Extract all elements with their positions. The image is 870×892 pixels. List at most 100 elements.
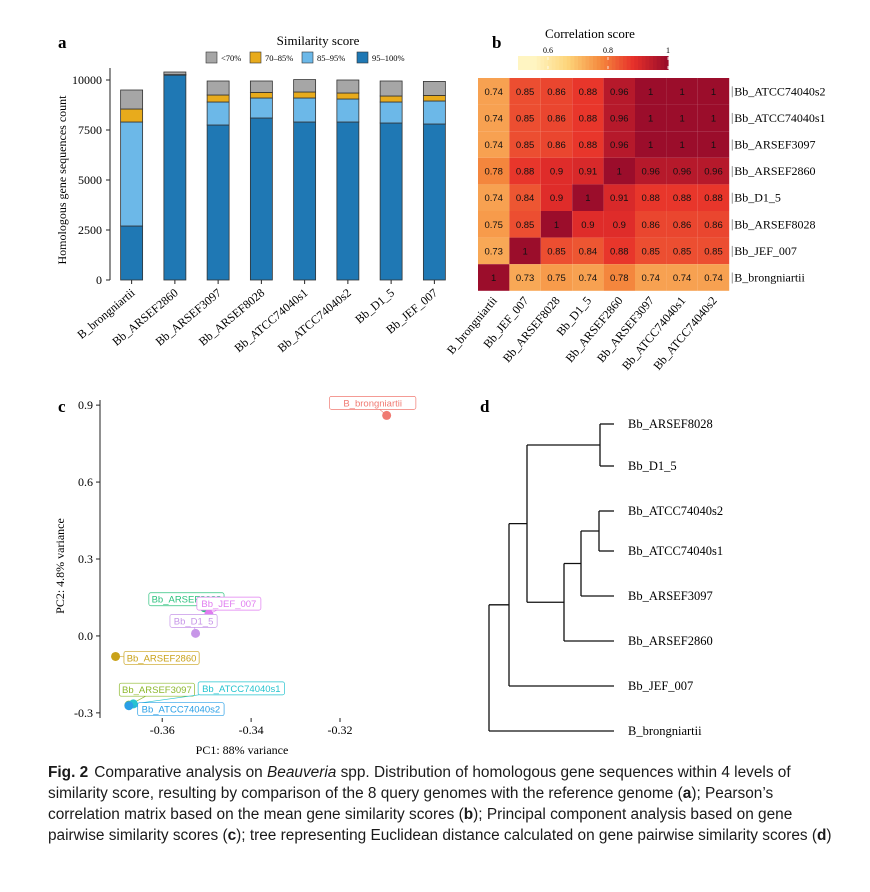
pca-y-tick-label: 0.0 <box>78 629 93 643</box>
heatmap-cell-value: 0.86 <box>547 140 566 151</box>
dendrogram-leaf-label: Bb_D1_5 <box>628 459 677 473</box>
heatmap-cell-value: 1 <box>679 140 684 151</box>
bar-legend-swatch <box>205 51 218 64</box>
heatmap-cell-value: 1 <box>491 273 496 284</box>
heatmap-cell <box>509 184 541 211</box>
caption-ref-d: d <box>817 827 827 844</box>
heatmap-cell-value: 0.96 <box>704 167 723 178</box>
bar-y-tick-label: 7500 <box>78 123 102 137</box>
heatmap-cell <box>666 264 698 291</box>
heatmap-cell <box>635 211 667 238</box>
heatmap-cell <box>540 211 573 238</box>
heatmap-cell <box>572 264 604 291</box>
heatmap-cell-value: 0.85 <box>516 220 535 231</box>
heatmap-cell-value: 0.96 <box>641 167 660 178</box>
figure-caption: Fig. 2 Comparative analysis on Beauveria … <box>48 762 848 846</box>
heatmap-cells: 0.74 0.85 0.86 0.88 0.96 1 1 1 0.74 0.85 0.86 0.88 0… <box>478 78 730 291</box>
colorbar-tick-label: 0.8 <box>603 46 613 55</box>
bar-legend-label: 95–100% <box>372 53 405 63</box>
heatmap-cell-value: 1 <box>711 87 716 98</box>
pca-point-label: Bb_ATCC74040s2 <box>142 705 221 716</box>
heatmap-cell <box>478 131 510 158</box>
heatmap-cell <box>603 237 635 265</box>
colorbar-segment <box>585 56 590 70</box>
bar-segment <box>206 124 230 281</box>
pca-axes: -0.3 0.0 0.3 0.6 0.9 -0.36 -0.34 -0.32 <box>74 398 353 737</box>
bar-segment <box>336 92 360 100</box>
pca-label-box <box>137 702 225 717</box>
bar-segment <box>422 123 446 281</box>
pca-point-label: B_brongniartii <box>343 398 402 409</box>
heatmap-cell <box>697 184 730 211</box>
bar-segment <box>336 79 360 94</box>
colorbar-segment <box>544 56 549 70</box>
heatmap-cell <box>603 78 635 105</box>
heatmap-cell <box>603 131 635 158</box>
heatmap-cell-value: 0.96 <box>610 87 629 98</box>
colorbar-segment <box>615 56 620 70</box>
heatmap-cell-value: 0.74 <box>704 273 723 284</box>
heatmap-cell-value: 0.74 <box>673 273 692 284</box>
heatmap-cell-value: 0.86 <box>704 220 723 231</box>
panel-label-d: d <box>480 397 490 416</box>
heatmap-cell-value: 0.86 <box>547 87 566 98</box>
heatmap-cell-value: 1 <box>648 140 653 151</box>
colorbar-segment <box>611 56 617 70</box>
heatmap-cell-value: 0.88 <box>704 193 723 204</box>
bar-legend-label: 70–85% <box>265 53 293 63</box>
heatmap-cell-value: 1 <box>522 246 527 257</box>
heatmap-row-label: Bb_ARSEF2860 <box>734 164 815 178</box>
caption-part-4: ); tree representing Euclidean distance … <box>236 827 818 844</box>
heatmap-cell <box>509 211 541 238</box>
pca-label-box <box>196 596 262 611</box>
heatmap-cell <box>540 104 573 132</box>
colorbar-segment <box>623 56 628 70</box>
pca-label-box <box>118 682 195 697</box>
panel-a-stacked-bar-chart: Similarity score <70% 70–85% 85–95% 95–100%… <box>55 33 446 355</box>
panel-d-dendrogram: Bb_ARSEF8028 Bb_D1_5 Bb_ATCC74040s2 Bb_ATCC… <box>488 417 723 738</box>
heatmap-cell-value: 1 <box>711 140 716 151</box>
colorbar-segment <box>634 56 639 70</box>
colorbar-segment <box>596 56 602 70</box>
heatmap-cell-value: 1 <box>617 167 622 178</box>
heatmap-cell-value: 0.85 <box>704 246 723 257</box>
heatmap-cell <box>478 157 510 185</box>
bar-segment <box>379 95 403 103</box>
heatmap-cell <box>540 264 573 291</box>
heatmap-cell <box>666 131 698 158</box>
bar-x-tick-label: Bb_ATCC74040s2 <box>275 286 354 355</box>
bar-segment <box>206 80 230 96</box>
bar-segment <box>120 225 144 281</box>
dendrogram-leaf-labels: Bb_ARSEF8028 Bb_D1_5 Bb_ATCC74040s2 Bb_ATCC… <box>628 417 723 738</box>
heatmap-cell-value: 0.74 <box>484 113 503 124</box>
pca-point-label: Bb_JEF_007 <box>201 599 256 610</box>
heatmap-cell <box>572 157 604 185</box>
colorbar-segment <box>578 56 583 70</box>
bar-segment <box>422 100 446 125</box>
heatmap-cell-value: 0.74 <box>484 193 503 204</box>
heatmap-cell <box>635 78 667 105</box>
heatmap-cell <box>540 157 573 185</box>
heatmap-cell <box>666 237 698 265</box>
caption-ref-b: b <box>463 806 474 823</box>
heatmap-cell-value: 0.74 <box>641 273 660 284</box>
heatmap-cell <box>540 184 573 211</box>
heatmap-cell-value: 0.86 <box>673 220 692 231</box>
dendrogram-leaf-label: B_brongniartii <box>628 724 702 738</box>
pca-point-label: Bb_ARSEF2860 <box>127 653 197 664</box>
heatmap-cell <box>540 131 573 158</box>
bar-segment <box>206 101 230 126</box>
heatmap-row-label: Bb_JEF_007 <box>734 244 797 258</box>
heatmap-cell-value: 0.85 <box>547 246 566 257</box>
heatmap-cell <box>572 78 604 105</box>
bar-axes: 0 2500 5000 7500 10000 <box>72 68 435 287</box>
heatmap-cell-value: 0.78 <box>484 167 503 178</box>
heatmap-cell <box>572 131 604 158</box>
dendrogram-leaf-label: Bb_JEF_007 <box>628 679 693 693</box>
pca-x-tick-label: -0.34 <box>239 723 264 737</box>
heatmap-cell-value: 0.96 <box>610 113 629 124</box>
heatmap-row-label: Bb_ATCC74040s1 <box>734 111 825 125</box>
colorbar-segment <box>641 56 647 70</box>
panel-label-a: a <box>58 33 67 52</box>
pca-x-axis-label: PC1: 88% variance <box>196 743 289 757</box>
